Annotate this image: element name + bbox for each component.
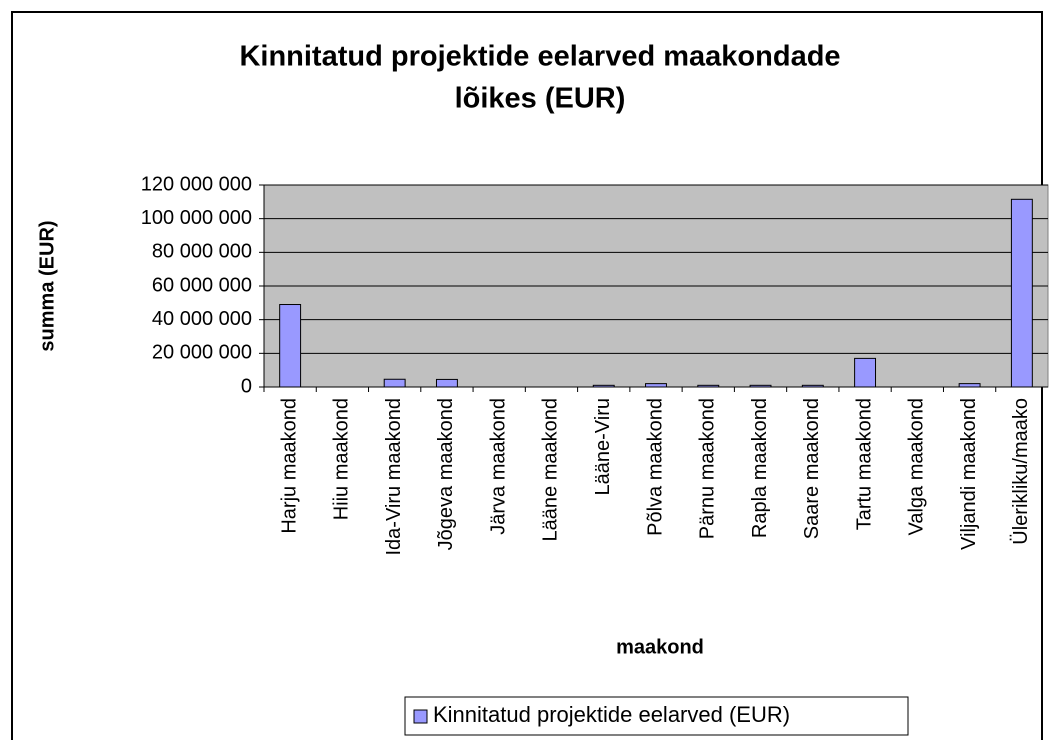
y-tick-label: 0 [241,375,252,397]
y-tick-label: 100 000 000 [141,207,252,229]
x-tick-label: Põlva maakond [644,398,666,536]
x-tick-label: Rapla maakond [749,398,771,538]
chart-title: Kinnitatud projektide eelarved maakondad… [239,41,840,73]
bar [645,383,667,388]
y-tick-label: 60 000 000 [152,274,252,296]
y-tick-label: 40 000 000 [152,308,252,330]
y-tick-label: 120 000 000 [141,173,252,195]
x-tick-label: Tartu maakond [853,398,875,530]
chart-title: lõikes (EUR) [455,83,626,115]
y-tick-label: 80 000 000 [152,241,252,263]
x-tick-label: Järva maakond [487,398,509,535]
bar [801,384,824,388]
x-tick-label: Valga maakond [906,398,928,536]
x-axis-title: maakond [616,636,704,658]
x-tick-label: Saare maakond [801,398,823,539]
y-tick-label: 20 000 000 [152,342,252,364]
bar [854,357,877,388]
legend-label: Kinnitatud projektide eelarved (EUR) [433,702,790,727]
bar [958,383,981,388]
bar [697,384,720,388]
x-tick-label: Pärnu maakond [697,398,719,539]
x-tick-label: Lääne maakond [540,398,562,541]
y-axis-title: summa (EUR) [36,220,58,351]
x-tick-label: Hiiu maakond [331,398,353,520]
bar [435,378,458,388]
bar [279,304,302,388]
bar [592,384,615,388]
bar [383,378,406,388]
x-tick-label: Lääne-Viru [592,398,614,495]
x-tick-label: Ülerikliku/maako [1010,398,1032,545]
x-tick-label: Viljandi maakond [958,398,980,550]
x-tick-label: Jõgeva maakond [435,398,457,550]
legend-swatch [413,709,428,724]
bar [749,384,772,388]
x-tick-label: Ida-Viru maakond [383,398,405,556]
legend [404,696,909,736]
bar [1010,198,1033,388]
x-tick-label: Harju maakond [278,398,300,534]
